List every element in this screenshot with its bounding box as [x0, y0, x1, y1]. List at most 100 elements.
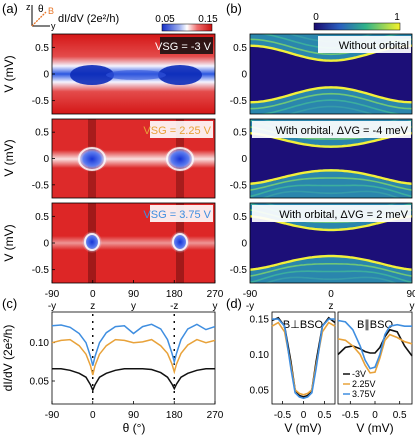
panel-a-ytick-label: 0: [43, 70, 49, 81]
colorbar-a-min: 0.05: [155, 14, 175, 25]
panel-a-map-3-label: VSG = 3.75 V: [143, 209, 211, 221]
panel-c-ticks: 0.10 0.05 -90 0 90 180 270: [30, 314, 224, 421]
panel-d-ytick-label: 0.10: [250, 350, 270, 361]
legend-label-3-75: 3.75V: [352, 389, 376, 399]
panel-d-series-line: [337, 333, 413, 374]
panel-c-xtick-label: -90: [45, 410, 60, 421]
panel-b-ytick-label: 0.5: [233, 128, 247, 139]
panel-b-map-3-label: With orbital, ΔVG = 2 meV: [279, 209, 408, 221]
panel-d-series-line: [271, 321, 336, 396]
panel-b-ytick-label: 0.5: [233, 212, 247, 223]
panel-a-ytick-label: 0: [43, 239, 49, 250]
colorbar-b-min: 0: [313, 12, 319, 23]
panel-a-ylabel-3: V (mV): [2, 224, 16, 261]
panel-d-series-line: [272, 318, 335, 400]
panel-b-maps: [250, 34, 412, 283]
panel-b-xticks: -90-y 0z 90y: [243, 289, 415, 312]
panel-c-ytick-label: 0.10: [30, 338, 50, 349]
panel-c-xtick-label: 90: [128, 410, 140, 421]
panel-b-ytick-label: 0: [241, 239, 247, 250]
panel-d-xtick-label: 0: [372, 410, 378, 421]
panel-a-ylabel-1: V (mV): [2, 55, 16, 92]
panel-c-series-line: [52, 367, 215, 393]
panel-b-xtick-label: 0: [328, 289, 334, 300]
axis-glyph-theta: θ: [38, 4, 44, 15]
panel-b-ytick-label: -0.5: [230, 96, 248, 107]
panel-label-d: (d): [226, 296, 242, 311]
panel-c-xtick-label: 180: [166, 410, 183, 421]
colorbar-a-max: 0.15: [198, 14, 218, 25]
legend-label-neg3: -3V: [352, 369, 366, 379]
panel-b-map-1-label: Without orbital: [339, 40, 409, 52]
panel-a-xdir-label: y: [213, 301, 218, 312]
panel-a-ytick-label: 0.5: [35, 212, 49, 223]
panel-d-lines: [271, 316, 413, 400]
panel-d-ticks: 0.15 0.10 0.05 -0.5 0 0.5 -0.5 0 0.5: [250, 315, 408, 421]
panel-d-series-line: [337, 319, 412, 370]
panel-a-yticks: 0.5 0 -0.5 0.5 0 -0.5 0.5 0 -0.5: [32, 43, 55, 276]
panel-b-xdir-label: y: [410, 301, 415, 312]
panel-c-xlabel: θ (°): [123, 421, 146, 435]
panel-b-ytick-label: 0: [241, 154, 247, 165]
panel-a-xtick-label: 90: [128, 289, 140, 300]
panel-c-xtick-label: 270: [207, 410, 224, 421]
panel-label-c: (c): [2, 296, 17, 311]
panel-b-xtick-label: 90: [406, 289, 415, 300]
panel-b-map-2-label: With orbital, ΔVG = -4 meV: [276, 125, 409, 137]
axis-glyph-z: z: [26, 2, 31, 12]
panel-c-xtick-label: 0: [90, 410, 96, 421]
panel-a-xtick-label: 0: [90, 289, 96, 300]
panel-c-ylabel: dI/dV (2e²/h): [1, 325, 15, 392]
panel-b-xdir-label: z: [329, 301, 334, 312]
panel-d-xtick-label: 0.5: [393, 410, 407, 421]
panel-a-xdir-label: -y: [48, 301, 56, 312]
panel-a-ytick-label: -0.5: [32, 265, 50, 276]
panel-a-ytick-label: -0.5: [32, 96, 50, 107]
panel-a-ytick-label: 0.5: [35, 128, 49, 139]
axes-glyph: z θ B y: [26, 2, 56, 31]
panel-a-map-2-label: VSG = 2.25 V: [143, 125, 211, 137]
panel-b-ytick-label: -0.5: [230, 265, 248, 276]
panel-b-ytick-label: 0.5: [233, 43, 247, 54]
panel-d-ytick-label: 0.15: [250, 315, 270, 326]
panel-a-xtick-label: 270: [207, 289, 224, 300]
panel-label-b: (b): [226, 1, 242, 16]
panel-a-ytick-label: 0: [43, 154, 49, 165]
panel-c-ytick-label: 0.05: [30, 377, 50, 388]
panel-b-map-1: [250, 34, 412, 114]
panel-d-xtick-label: -0.5: [274, 410, 292, 421]
axis-glyph-b: B: [48, 6, 54, 16]
panel-a-xdir-label: y: [131, 301, 136, 312]
panel-d-right-title: B∥BSO: [357, 319, 394, 331]
panel-label-a: (a): [2, 1, 18, 16]
panel-a-xtick-label: -90: [45, 289, 60, 300]
panel-a-xtick-label: 180: [166, 289, 183, 300]
panel-c-lines: [51, 323, 216, 393]
panel-a-xdir-label: -z: [170, 301, 178, 312]
panel-d-xtick-label: 0: [301, 410, 307, 421]
colorbar-b: [313, 22, 401, 31]
panel-d-xlabel-right: V (mV): [356, 421, 393, 435]
panel-d-left-title: B⊥BSO: [283, 319, 324, 331]
panel-a-ytick-label: -0.5: [32, 180, 50, 191]
colorbar-a: [161, 23, 213, 32]
panel-a-map-2: [52, 119, 215, 198]
colorbar-a-label: dI/dV (2e²/h): [58, 13, 119, 25]
panel-d-legend: -3V 2.25V 3.75V: [343, 369, 376, 399]
panel-b-ytick-label: 0: [241, 70, 247, 81]
panel-a-ytick-label: 0.5: [35, 43, 49, 54]
panel-d-xlabel-left: V (mV): [284, 421, 321, 435]
panel-c-series-line: [51, 338, 216, 376]
panel-a-xdir-label: z: [90, 301, 95, 312]
colorbar-b-max: 1: [394, 12, 400, 23]
panel-b-ytick-label: -0.5: [230, 180, 248, 191]
panel-d-xtick-label: 0.5: [318, 410, 332, 421]
panel-d-ytick-label: 0.05: [250, 385, 270, 396]
panel-c-series-line: [51, 323, 216, 366]
panel-a-map-1-label: VSG = -3 V: [155, 41, 212, 53]
axis-glyph-y: y: [51, 21, 56, 31]
panel-d-xtick-label: -0.5: [342, 410, 360, 421]
panel-b-xdir-label: -y: [246, 301, 254, 312]
